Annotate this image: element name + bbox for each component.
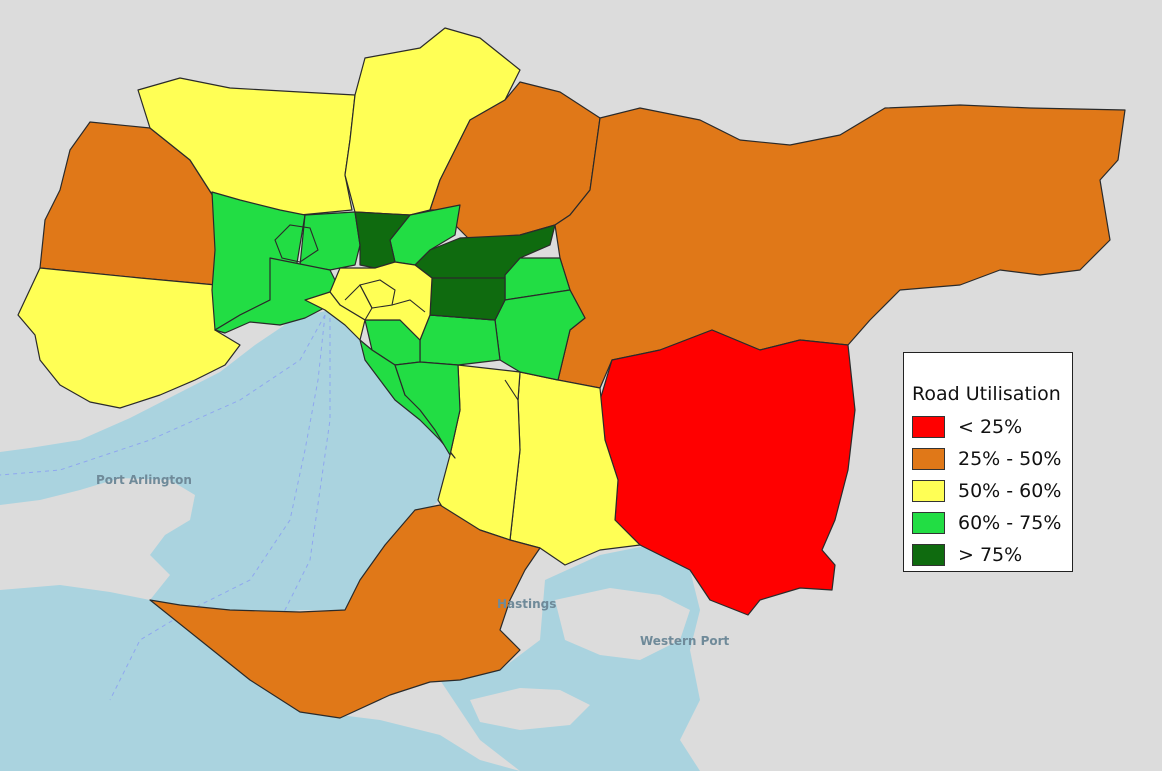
regions bbox=[17, 27, 1126, 719]
legend-swatch bbox=[912, 416, 945, 438]
legend-title: Road Utilisation bbox=[912, 383, 1061, 405]
region-boundaries bbox=[274, 224, 519, 401]
legend-item: 25% - 50% bbox=[912, 443, 1072, 475]
region-green-bayside-3 bbox=[394, 361, 461, 456]
shipping-lane-3 bbox=[269, 318, 331, 641]
shipping-lane-2 bbox=[109, 314, 326, 701]
shipping-lanes bbox=[0, 314, 331, 701]
legend-swatch bbox=[912, 480, 945, 502]
region-green-central bbox=[419, 314, 501, 366]
legend-label: 50% - 60% bbox=[958, 480, 1062, 502]
region-darkgreen-central bbox=[429, 277, 506, 321]
legend-item: 60% - 75% bbox=[912, 507, 1072, 539]
western-port-inner-land bbox=[555, 588, 690, 660]
legend-swatch bbox=[912, 448, 945, 470]
shipping-lane-1 bbox=[0, 314, 326, 476]
phillip-island-land bbox=[470, 688, 590, 730]
place-label: Port Arlington bbox=[96, 473, 192, 487]
boundary-line bbox=[274, 224, 319, 263]
legend-label: 60% - 75% bbox=[958, 512, 1062, 534]
legend-label: 25% - 50% bbox=[958, 448, 1062, 470]
boundary-line bbox=[504, 379, 519, 401]
boundary-line bbox=[391, 299, 426, 313]
region-peninsula-orange bbox=[149, 504, 541, 719]
legend-label: > 75% bbox=[958, 544, 1023, 566]
place-label: Western Port bbox=[640, 634, 730, 648]
legend-item: > 75% bbox=[912, 539, 1072, 571]
region-northwest-yellow bbox=[137, 77, 356, 221]
base-map-labels: Port Arlington Hastings Western Port bbox=[96, 473, 730, 648]
legend-swatch bbox=[912, 544, 945, 566]
map-legend: Road Utilisation < 25% 25% - 50% 50% - 6… bbox=[903, 352, 1073, 572]
boundary-line bbox=[344, 284, 373, 321]
legend-item: 50% - 60% bbox=[912, 475, 1072, 507]
legend-item: < 25% bbox=[912, 411, 1072, 443]
place-label: Hastings bbox=[497, 597, 556, 611]
port-phillip-bay bbox=[0, 310, 450, 620]
legend-swatch bbox=[912, 512, 945, 534]
region-green-north bbox=[299, 211, 361, 271]
legend-label: < 25% bbox=[958, 416, 1023, 438]
region-yellow-cbd-west bbox=[304, 291, 366, 341]
